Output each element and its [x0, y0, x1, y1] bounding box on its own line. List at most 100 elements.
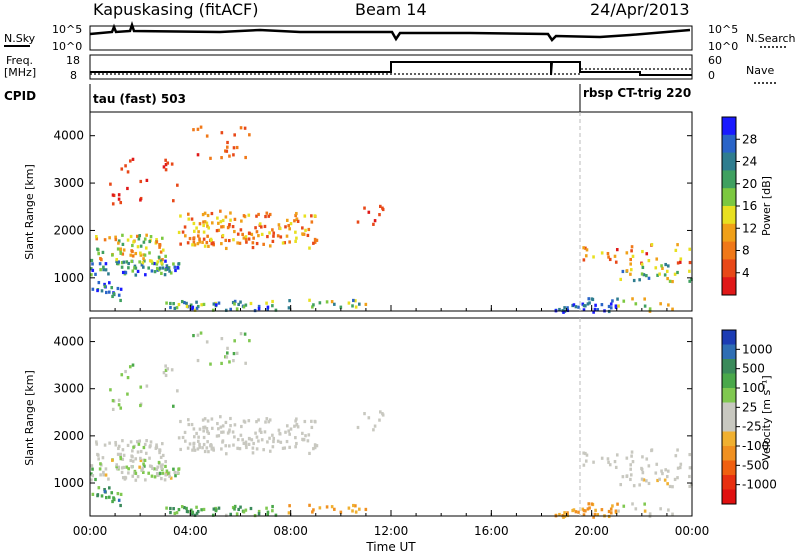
echo-cell	[594, 303, 597, 307]
echo-cell	[134, 266, 138, 270]
echo-cell	[619, 277, 623, 282]
echo-cell	[107, 477, 110, 481]
echo-cell	[271, 239, 275, 243]
echo-cell	[257, 418, 260, 422]
echo-cell	[272, 436, 276, 441]
echo-cell	[629, 262, 632, 266]
echo-cell	[358, 507, 361, 511]
echo-cell	[143, 237, 147, 241]
echo-cell	[95, 235, 98, 239]
echo-cell	[616, 502, 619, 506]
echo-cell	[666, 482, 669, 486]
echo-cell	[271, 509, 274, 513]
echo-cell	[233, 339, 236, 343]
echo-cell	[247, 419, 251, 423]
echo-cell	[158, 243, 162, 247]
echo-cell	[149, 440, 153, 444]
echo-cell	[151, 466, 154, 471]
velocity-colorbar-label: Velocity [m s⁻¹]	[760, 375, 773, 460]
echo-cell	[143, 458, 147, 463]
echo-cell	[115, 257, 119, 262]
echo-cell	[130, 454, 133, 458]
echo-cell	[615, 248, 619, 252]
time-axis: 00:00 04:00 08:00 12:00 16:00 20:00 00:00	[73, 305, 709, 538]
echo-cell	[119, 457, 123, 461]
echo-cell	[104, 467, 108, 471]
echo-cell	[247, 213, 251, 217]
echo-cell	[209, 156, 212, 160]
echo-cell	[225, 149, 229, 153]
echo-cell	[198, 442, 201, 447]
colorbar-swatch	[722, 152, 736, 171]
echo-cell	[163, 273, 167, 277]
echo-cell	[667, 508, 670, 512]
echo-cell	[148, 445, 152, 449]
echo-cell	[671, 485, 674, 489]
echo-cell	[142, 462, 145, 466]
echo-cell	[268, 231, 271, 235]
echo-cell	[126, 392, 129, 396]
echo-cell	[108, 486, 111, 490]
echo-cell	[221, 439, 225, 443]
echo-cell	[217, 221, 220, 225]
echo-cell	[135, 234, 139, 238]
echo-cell	[650, 448, 654, 452]
echo-cell	[205, 446, 209, 450]
echo-cell	[196, 333, 200, 337]
echo-cell	[220, 225, 223, 229]
echo-cell	[155, 443, 158, 447]
echo-cell	[158, 471, 162, 475]
echo-cell	[632, 278, 636, 283]
echo-cell	[205, 426, 209, 431]
echo-cell	[143, 442, 147, 447]
cpid-strip: CPID tau (fast) 503 rbsp CT-trig 220	[4, 84, 691, 112]
echo-cell	[663, 273, 667, 277]
echo-cell	[668, 484, 672, 489]
echo-cell	[347, 506, 351, 510]
echo-cell	[621, 475, 625, 479]
echo-cell	[104, 262, 108, 266]
echo-cell	[242, 419, 246, 423]
echo-cell	[156, 268, 160, 272]
echo-cell	[654, 471, 658, 475]
echo-cell	[330, 300, 334, 304]
echo-cell	[263, 224, 267, 229]
echo-cell	[165, 301, 168, 305]
echo-cell	[187, 422, 191, 427]
echo-cell	[160, 466, 163, 470]
echo-cell	[333, 302, 336, 306]
echo-cell	[90, 273, 93, 277]
echo-cell	[132, 445, 135, 449]
echo-cell	[159, 464, 163, 468]
echo-cell	[313, 237, 317, 242]
echo-cell	[224, 420, 228, 425]
freq-label-2: [MHz]	[4, 66, 36, 79]
echo-cell	[164, 364, 167, 368]
echo-cell	[112, 291, 116, 296]
echo-cell	[122, 453, 126, 457]
echo-cell	[224, 238, 228, 242]
echo-cell	[600, 508, 604, 512]
echo-cell	[257, 307, 261, 311]
echo-cell	[231, 505, 235, 510]
echo-cell	[224, 215, 228, 219]
date-title: 24/Apr/2013	[590, 0, 690, 19]
echo-cell	[664, 468, 667, 472]
echo-cell	[129, 234, 133, 239]
echo-cell	[285, 424, 289, 428]
echo-cell	[195, 511, 199, 515]
echo-cell	[574, 305, 578, 309]
echo-cell	[139, 244, 143, 248]
echo-cell	[276, 234, 280, 238]
echo-cell	[134, 273, 138, 277]
echo-cell	[169, 301, 172, 306]
echo-cell	[198, 237, 201, 241]
echo-cell	[177, 436, 181, 440]
echo-cell	[225, 351, 229, 355]
echo-cell	[197, 439, 200, 443]
echo-cell	[192, 236, 196, 240]
echo-cell	[676, 476, 679, 480]
echo-cell	[196, 509, 200, 514]
echo-cell	[271, 504, 274, 509]
echo-cell	[161, 471, 165, 475]
